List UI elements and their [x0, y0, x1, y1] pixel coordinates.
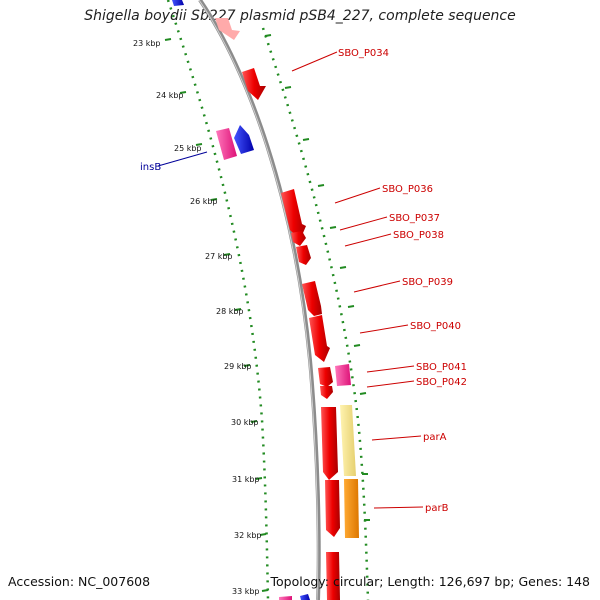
kbp-label: 25 kbp [174, 144, 202, 153]
gene-label-para: parA [423, 432, 447, 443]
gene-label-sbo-p034: SBO_P034 [338, 48, 389, 59]
gene-arrow-sbo-p037 [291, 231, 306, 246]
kbp-label: 26 kbp [190, 197, 218, 206]
outer-dotted-track [261, 27, 370, 600]
gene-arrow-sbo-p036 [281, 189, 306, 240]
gene-arrow-insb-blue [234, 125, 254, 154]
kbp-label: 30 kbp [231, 418, 259, 427]
gene-label-sbo-p038: SBO_P038 [393, 230, 444, 241]
kbp-label: 29 kbp [224, 362, 252, 371]
topology-summary: Topology: circular; Length: 126,697 bp; … [270, 574, 591, 589]
kbp-label: 33 kbp [232, 587, 260, 596]
kbp-label: 24 kbp [156, 91, 184, 100]
kbp-label: 31 kbp [232, 475, 260, 484]
gene-label-group: SBO_P034 insB SBO_P036 SBO_P037 SBO_P038… [140, 48, 467, 514]
gene-arrow-bottom-red [326, 552, 340, 600]
gene-label-sbo-p041: SBO_P041 [416, 362, 467, 373]
gene-arrow-para-tan [340, 405, 356, 476]
accession-text: Accession: NC_007608 [8, 574, 151, 589]
gene-features [172, 0, 359, 600]
gene-arrow-insb-pink [216, 128, 237, 160]
kbp-label: 27 kbp [205, 252, 233, 261]
kbp-label: 23 kbp [133, 39, 161, 48]
gene-label-sbo-p039: SBO_P039 [402, 277, 453, 288]
gene-label-sbo-p036: SBO_P036 [382, 184, 433, 195]
gene-arrow-sbo-p038 [296, 245, 311, 265]
plasmid-backbone [198, 0, 321, 600]
gene-arrow-sbo-p041 [318, 367, 333, 387]
inner-tick-marks [164, 38, 269, 592]
gene-arrow-parb-red [325, 480, 340, 537]
gene-arrow-sbo-p039 [302, 281, 322, 316]
gene-label-insb: insB [140, 162, 161, 173]
label-leaders [157, 51, 424, 509]
gene-arrow-bottom-pink [279, 596, 292, 600]
gene-arrow-partial-top [172, 0, 184, 6]
gene-arrow-partial-pink [215, 18, 240, 40]
gene-label-sbo-p040: SBO_P040 [410, 321, 461, 332]
gene-arrow-parb-orange [344, 479, 359, 538]
kbp-label: 32 kbp [234, 531, 262, 540]
gene-label-sbo-p037: SBO_P037 [389, 213, 440, 224]
gene-arrow-bottom-blue [300, 594, 310, 600]
gene-arrow-para-red [321, 407, 338, 480]
kbp-labels: 23 kbp 24 kbp 25 kbp 26 kbp 27 kbp 28 kb… [133, 39, 262, 596]
gene-arrow-sbo-p040 [309, 315, 330, 362]
outer-tick-marks [264, 34, 370, 521]
plasmid-backbone-shine [198, 0, 319, 600]
gene-label-parb: parB [425, 503, 449, 514]
gene-arrow-sbo-p041-pink [335, 364, 351, 386]
gene-arrow-sbo-p042 [320, 386, 333, 399]
map-title: Shigella boydii Sb227 plasmid pSB4_227, … [84, 8, 516, 24]
kbp-label: 28 kbp [216, 307, 244, 316]
gene-arrow-sbo-p034 [242, 68, 266, 100]
gene-label-sbo-p042: SBO_P042 [416, 377, 467, 388]
